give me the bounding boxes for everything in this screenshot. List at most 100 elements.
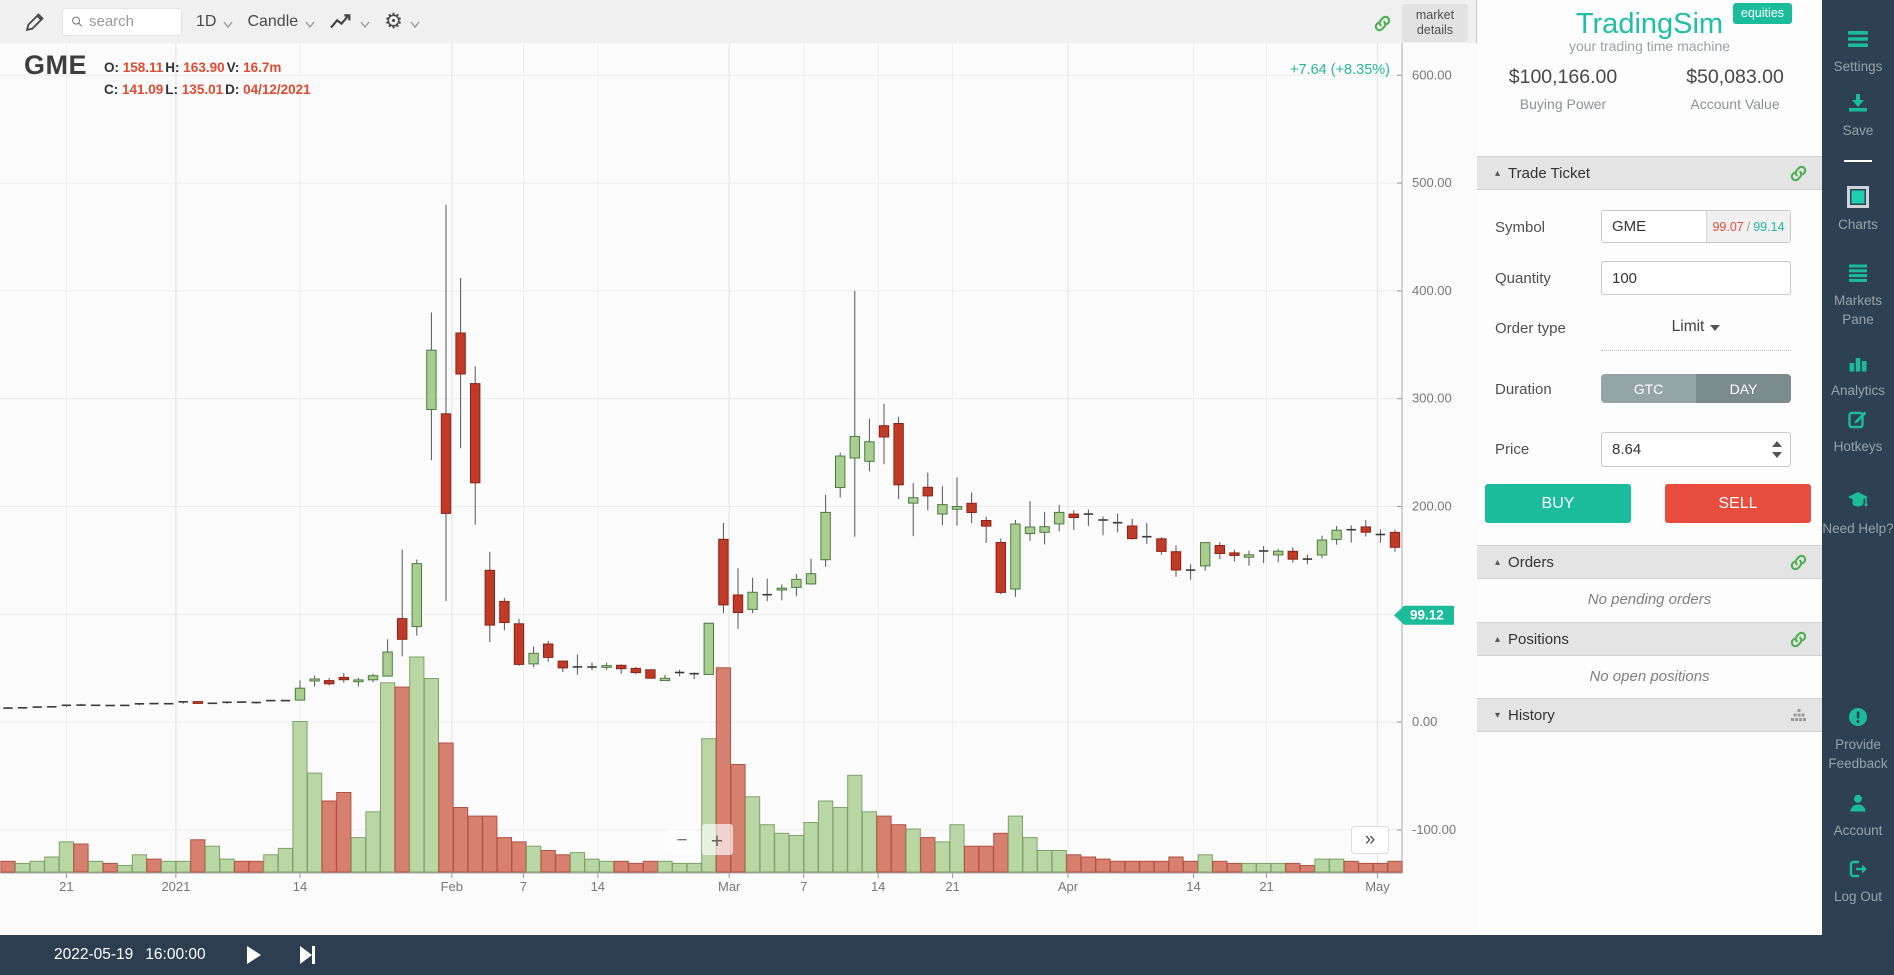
svg-text:500.00: 500.00 <box>1412 175 1452 190</box>
account-icon <box>1850 794 1866 812</box>
sidebar-item-label: Account <box>1833 823 1883 838</box>
search-box[interactable] <box>62 7 182 36</box>
chart-pane: 600.00500.00400.00300.00200.00100.000.00… <box>0 0 1477 935</box>
svg-text:14: 14 <box>591 879 605 894</box>
play-button[interactable] <box>247 946 261 964</box>
chart-zoom-controls[interactable]: − + <box>668 824 733 855</box>
price-decrement-button[interactable] <box>1772 452 1782 458</box>
link-icon[interactable] <box>1789 553 1808 577</box>
sidebar-item-markets-pane[interactable]: Markets Pane <box>1822 262 1894 330</box>
sidebar-item-provide-feedback[interactable]: Provide Feedback <box>1822 706 1894 774</box>
svg-text:14: 14 <box>871 879 885 894</box>
search-input[interactable] <box>89 13 173 30</box>
help-icon <box>1848 492 1868 507</box>
sidebar-item-analytics[interactable]: Analytics <box>1822 352 1894 401</box>
sidebar-item-account[interactable]: Account <box>1822 792 1894 841</box>
chart-type-select[interactable]: Candle <box>247 13 315 31</box>
svg-text:-100.00: -100.00 <box>1412 822 1456 837</box>
buying-power: $100,166.00 Buying Power <box>1477 66 1649 112</box>
quantity-input[interactable] <box>1601 261 1791 295</box>
svg-text:14: 14 <box>293 879 307 894</box>
collapse-icon: ▴ <box>1495 167 1501 179</box>
candlestick-chart[interactable]: 600.00500.00400.00300.00200.00100.000.00… <box>0 0 1477 935</box>
sidebar-item-save[interactable]: Save <box>1822 92 1894 141</box>
account-value-value: $50,083.00 <box>1686 66 1784 88</box>
draw-tool-button[interactable] <box>24 11 46 33</box>
chart-type-label: Candle <box>247 12 299 30</box>
sidebar-item-label: Settings <box>1833 59 1883 74</box>
positions-empty-note: No open positions <box>1589 668 1710 685</box>
sidebar-item-charts[interactable]: Charts <box>1822 186 1894 235</box>
price-input[interactable] <box>1601 432 1791 467</box>
link-icon[interactable] <box>1789 630 1808 654</box>
history-grid-icon[interactable] <box>1790 706 1808 729</box>
sidebar-item-log-out[interactable]: Log Out <box>1822 858 1894 907</box>
buying-power-value: $100,166.00 <box>1508 66 1618 88</box>
ohlc-line: O: 158.11 H: 163.90 V: 16.7m <box>104 60 282 75</box>
sim-datetime[interactable]: 2022-05-19 16:00:00 <box>54 946 218 964</box>
ohlc-values: O: 158.11 H: 163.90 V: 16.7m C: 141.09 L: 13… <box>104 60 434 104</box>
sidebar-item-need-help[interactable]: Need Help? <box>1822 490 1894 539</box>
chart-settings-select[interactable]: ⚙ <box>384 11 420 32</box>
order-type-select[interactable]: Limit <box>1601 318 1791 351</box>
svg-text:14: 14 <box>1186 879 1200 894</box>
line-chart-icon <box>330 13 351 28</box>
volume-bars <box>0 656 1403 873</box>
svg-text:7: 7 <box>800 879 807 894</box>
symbol-field-label: Symbol <box>1495 219 1546 236</box>
positions-section-header[interactable]: ▴ Positions <box>1477 622 1822 656</box>
buying-power-label: Buying Power <box>1519 96 1607 112</box>
duration-toggle: GTC DAY <box>1601 374 1791 403</box>
save-icon <box>1849 94 1867 112</box>
duration-day-button[interactable]: DAY <box>1696 374 1791 403</box>
feedback-icon <box>1849 708 1867 726</box>
duration-gtc-button[interactable]: GTC <box>1601 374 1696 403</box>
quote-separator: / <box>1746 219 1751 234</box>
price-stepper <box>1601 432 1791 467</box>
svg-text:May: May <box>1365 879 1390 894</box>
svg-text:600.00: 600.00 <box>1412 67 1452 82</box>
sidebar-item-label: Markets Pane <box>1833 293 1882 327</box>
step-triangle-icon <box>300 946 312 964</box>
svg-text:2021: 2021 <box>161 879 190 894</box>
trade-ticket-header[interactable]: ▴ Trade Ticket <box>1477 156 1822 190</box>
markets-icon <box>1849 264 1867 282</box>
sidebar-item-label: Save <box>1842 123 1874 138</box>
svg-text:400.00: 400.00 <box>1412 283 1452 298</box>
sell-button[interactable]: SELL <box>1665 484 1811 523</box>
timeframe-label: 1D <box>196 12 217 30</box>
svg-text:300.00: 300.00 <box>1412 391 1452 406</box>
market-details-button[interactable]: market details <box>1402 4 1468 42</box>
sidebar-item-hotkeys[interactable]: Hotkeys <box>1822 408 1894 457</box>
collapse-icon: ▾ <box>1495 709 1501 721</box>
svg-text:200.00: 200.00 <box>1412 499 1452 514</box>
sidebar-item-settings[interactable]: Settings <box>1822 28 1894 77</box>
link-icon[interactable] <box>1373 14 1392 33</box>
buy-button[interactable]: BUY <box>1485 484 1631 523</box>
symbol-group: 99.07 / 99.14 <box>1601 210 1791 243</box>
bid-ask-quote: 99.07 / 99.14 <box>1707 211 1790 242</box>
price-change-label: +7.64 (+8.35%) <box>1290 62 1390 78</box>
candlesticks <box>3 204 1401 709</box>
ohlc-line: C: 141.09 L: 135.01 D: 04/12/2021 <box>104 82 311 97</box>
settings-icon <box>1848 31 1868 47</box>
symbol-input[interactable] <box>1602 211 1707 242</box>
link-icon[interactable] <box>1789 164 1808 188</box>
history-section-header[interactable]: ▾ History <box>1477 698 1822 732</box>
collapse-icon: ▴ <box>1495 633 1501 645</box>
logout-icon <box>1849 860 1867 878</box>
svg-text:21: 21 <box>1259 879 1273 894</box>
x-axis: 21 2021 14 Feb 7 14 Mar 7 14 21 Apr 14 21 May <box>0 43 1403 894</box>
indicators-select[interactable] <box>329 12 370 32</box>
account-value-label: Account Value <box>1690 96 1780 112</box>
price-increment-button[interactable] <box>1772 441 1782 447</box>
timeframe-select[interactable]: 1D <box>196 13 233 31</box>
chevron-down-icon <box>223 21 233 28</box>
svg-text:0.00: 0.00 <box>1412 714 1437 729</box>
price-field-label: Price <box>1495 441 1530 458</box>
expand-chart-button[interactable]: » <box>1351 826 1389 854</box>
orders-section-header[interactable]: ▴ Orders <box>1477 545 1822 579</box>
svg-text:7: 7 <box>520 879 527 894</box>
quantity-field-label: Quantity <box>1495 270 1551 287</box>
